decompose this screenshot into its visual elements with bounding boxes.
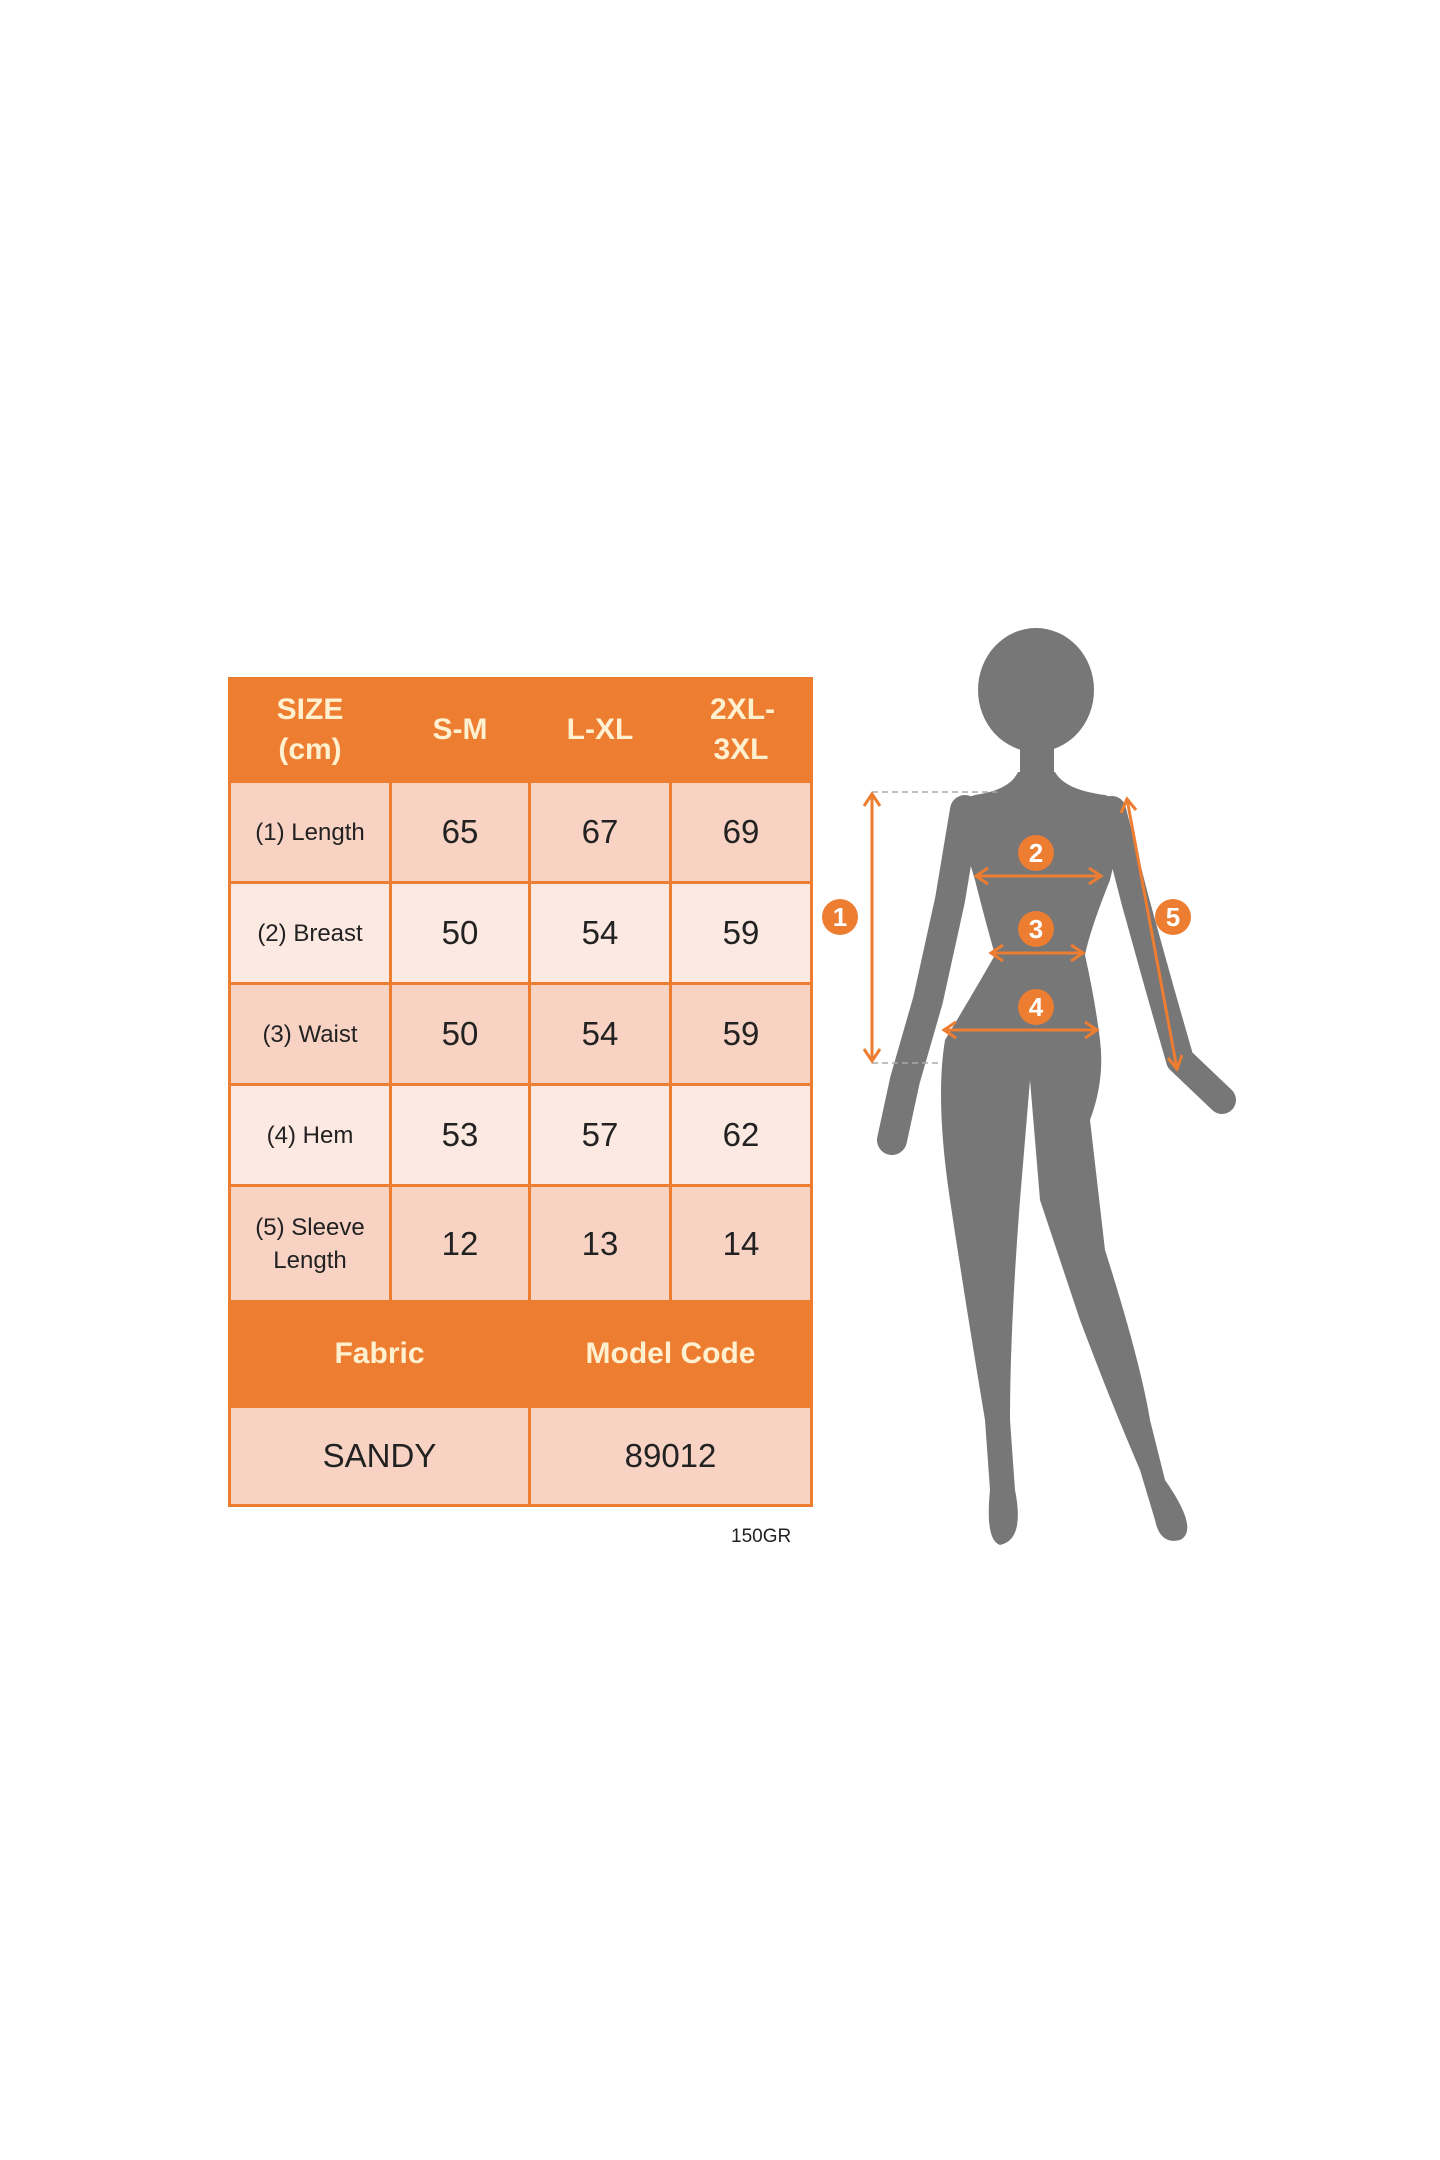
fabric-header: Fabric [228, 1300, 531, 1408]
cell: 65 [389, 780, 531, 884]
footer-value-row: SANDY 89012 [228, 1405, 813, 1507]
measurement-markers: 1 2 3 4 5 [822, 835, 1191, 1025]
table-row: (4) Hem 53 57 62 [228, 1083, 813, 1187]
size-chart-table: SIZE (cm) S-M L-XL 2XL-3XL (1) Length 65… [228, 677, 813, 1507]
size-l-xl-header: L-XL [528, 677, 672, 783]
row-label: (3) Waist [228, 982, 392, 1086]
model-code-value: 89012 [528, 1405, 813, 1507]
cell: 67 [528, 780, 672, 884]
cell: 69 [669, 780, 813, 884]
silhouette [877, 628, 1236, 1545]
fabric-weight: 150GR [731, 1526, 792, 1547]
size-2xl-3xl-header: 2XL-3XL [669, 677, 813, 783]
cell: 14 [669, 1184, 813, 1303]
cell: 57 [528, 1083, 672, 1187]
size-header: SIZE (cm) [228, 677, 392, 783]
sleeve-arrow [1125, 798, 1179, 1070]
cell: 53 [389, 1083, 531, 1187]
cell: 54 [528, 982, 672, 1086]
row-label: (4) Hem [228, 1083, 392, 1187]
cell: 59 [669, 982, 813, 1086]
marker-5: 5 [1166, 902, 1180, 932]
cell: 59 [669, 881, 813, 985]
cell: 13 [528, 1184, 672, 1303]
table-row: (5) Sleeve Length 12 13 14 [228, 1184, 813, 1303]
table-row: (1) Length 65 67 69 [228, 780, 813, 884]
header-row: SIZE (cm) S-M L-XL 2XL-3XL [228, 677, 813, 783]
guide-lines [872, 791, 997, 1064]
marker-1: 1 [833, 902, 847, 932]
cell: 54 [528, 881, 672, 985]
footer-header-row: Fabric Model Code [228, 1300, 813, 1408]
row-label: (5) Sleeve Length [228, 1184, 392, 1303]
marker-2: 2 [1029, 838, 1043, 868]
fabric-value: SANDY [228, 1405, 531, 1507]
cell: 50 [389, 881, 531, 985]
marker-3: 3 [1029, 914, 1043, 944]
cell: 62 [669, 1083, 813, 1187]
table-row: (3) Waist 50 54 59 [228, 982, 813, 1086]
marker-4: 4 [1029, 992, 1044, 1022]
row-label: (1) Length [228, 780, 392, 884]
table-row: (2) Breast 50 54 59 [228, 881, 813, 985]
measurement-arrows [862, 791, 1184, 1073]
row-label: (2) Breast [228, 881, 392, 985]
cell: 50 [389, 982, 531, 1086]
cell: 12 [389, 1184, 531, 1303]
model-code-header: Model Code [528, 1300, 813, 1408]
size-s-m-header: S-M [389, 677, 531, 783]
